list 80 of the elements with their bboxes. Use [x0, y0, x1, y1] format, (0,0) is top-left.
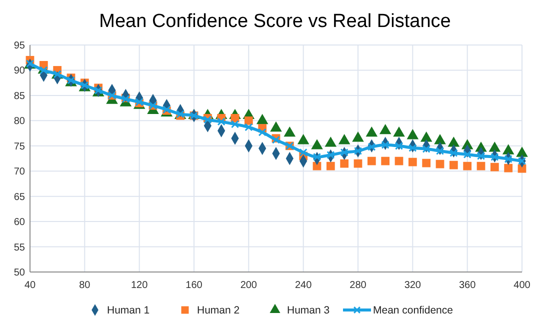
x-tick-label: 40 — [24, 280, 36, 291]
point — [420, 132, 432, 142]
point — [463, 150, 472, 159]
y-tick-label: 95 — [14, 40, 26, 52]
point — [299, 148, 308, 156]
point — [436, 160, 444, 168]
point — [436, 146, 444, 155]
y-tick-label: 80 — [14, 116, 26, 128]
point — [40, 66, 48, 74]
point — [490, 162, 499, 172]
point — [408, 144, 417, 152]
y-tick-label: 90 — [14, 66, 26, 77]
point — [394, 156, 404, 166]
x-tick-label: 200 — [240, 280, 258, 291]
y-tick-label: 65 — [14, 192, 26, 203]
point — [476, 152, 486, 160]
point — [490, 152, 499, 162]
point — [258, 128, 266, 136]
point — [504, 154, 512, 164]
point — [270, 121, 282, 132]
y-tick-label: 60 — [14, 217, 26, 228]
x-tick-label: 80 — [79, 280, 91, 291]
point — [368, 142, 376, 151]
point — [422, 158, 431, 168]
point — [340, 159, 349, 168]
y-tick-label: 85 — [14, 90, 26, 102]
point — [381, 140, 390, 149]
point — [408, 158, 417, 166]
point — [326, 162, 335, 170]
point — [352, 132, 364, 142]
x-tick-label: 280 — [350, 280, 367, 291]
point — [354, 159, 362, 168]
point — [367, 156, 376, 166]
point — [379, 124, 392, 134]
x-tick-label: 120 — [130, 280, 148, 291]
point — [244, 123, 253, 132]
chart-title: Mean Confidence Score vs Real Distance — [99, 11, 451, 32]
y-tick-label: 55 — [14, 242, 26, 254]
point — [393, 126, 405, 137]
point — [448, 136, 460, 147]
point — [324, 136, 337, 147]
point — [256, 114, 268, 124]
point — [244, 116, 253, 125]
x-tick-label: 400 — [514, 280, 531, 291]
x-tick-label: 240 — [294, 280, 312, 291]
point — [297, 134, 310, 144]
point — [449, 160, 458, 170]
point — [518, 156, 526, 166]
y-tick-label: 50 — [14, 268, 26, 278]
point — [338, 134, 350, 144]
point — [326, 150, 335, 160]
point — [340, 148, 348, 156]
point — [312, 152, 322, 162]
point — [476, 162, 486, 170]
point — [502, 144, 514, 154]
point — [217, 118, 226, 126]
point — [406, 129, 419, 140]
point — [488, 142, 501, 152]
legend-label: Human 1 — [107, 304, 150, 317]
point — [394, 142, 404, 150]
point — [422, 144, 430, 153]
point — [354, 146, 362, 155]
point — [516, 146, 528, 157]
legend-label: Human 3 — [287, 304, 330, 317]
point — [504, 164, 513, 172]
point — [463, 162, 472, 170]
point — [366, 126, 378, 137]
legend-label: Mean confidence — [373, 304, 454, 317]
y-tick-label: 70 — [14, 166, 26, 178]
point — [284, 126, 296, 137]
x-tick-label: 320 — [404, 280, 422, 291]
x-tick-label: 360 — [458, 280, 476, 291]
point — [230, 120, 240, 128]
point — [450, 148, 458, 157]
point — [434, 134, 446, 144]
y-tick-label: 75 — [14, 141, 26, 152]
point — [381, 156, 390, 166]
legend-label: Human 2 — [197, 304, 240, 317]
point — [311, 139, 323, 150]
x-tick-label: 160 — [186, 280, 203, 291]
